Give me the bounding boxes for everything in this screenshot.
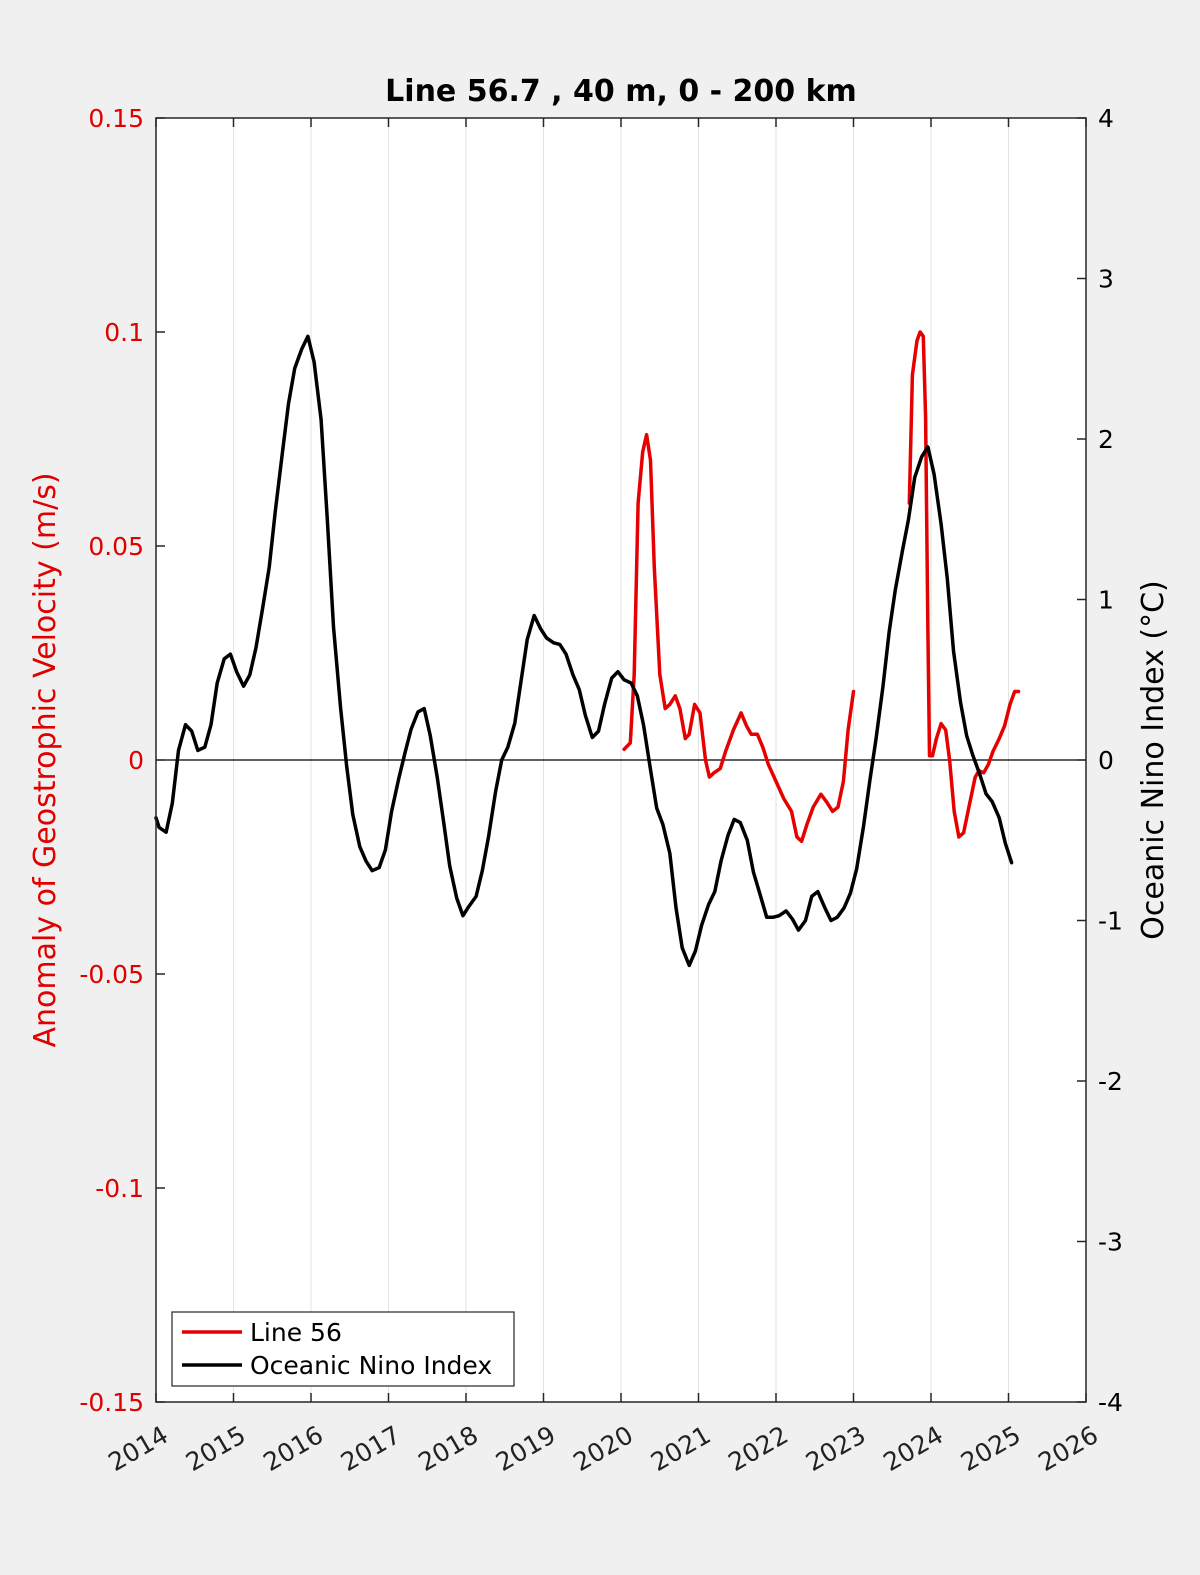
y-tick-label-left: 0.1 [104, 318, 144, 347]
y-tick-label-right: -4 [1098, 1388, 1123, 1417]
y-tick-label-right: -3 [1098, 1228, 1123, 1257]
series-line-line-56 [907, 330, 1021, 839]
y-tick-label-left: -0.15 [79, 1388, 144, 1417]
legend: Line 56 Oceanic Nino Index [171, 1311, 515, 1387]
y-tick-label-right: 0 [1098, 746, 1114, 775]
y-tick-label-right: 2 [1098, 425, 1114, 454]
series-line-oceanic-nino-index [154, 334, 1014, 968]
y-tick-label-right: 3 [1098, 265, 1114, 294]
y-axis-label-left: Anomaly of Geostrophic Velocity (m/s) [28, 472, 63, 1047]
series-line-line-56 [622, 432, 856, 844]
y-tick-label-right: 1 [1098, 586, 1114, 615]
y-tick-label-right: -2 [1098, 1067, 1123, 1096]
y-tick-label-left: 0 [128, 746, 144, 775]
y-tick-label-left: 0.15 [88, 104, 144, 133]
series-layer [154, 330, 1021, 968]
y-tick-label-left: -0.05 [79, 960, 144, 989]
y-axis-label-right: Oceanic Nino Index (°C) [1136, 580, 1171, 940]
y-tick-label-left: -0.1 [95, 1174, 144, 1203]
chart-title: Line 56.7 , 40 m, 0 - 200 km [385, 74, 857, 109]
y-tick-label-right: 4 [1098, 104, 1114, 133]
y-tick-label-left: 0.05 [88, 532, 144, 561]
legend-label: Oceanic Nino Index [250, 1351, 492, 1380]
legend-label: Line 56 [250, 1318, 342, 1347]
y-tick-label-right: -1 [1098, 907, 1123, 936]
legend-box [171, 1311, 515, 1387]
